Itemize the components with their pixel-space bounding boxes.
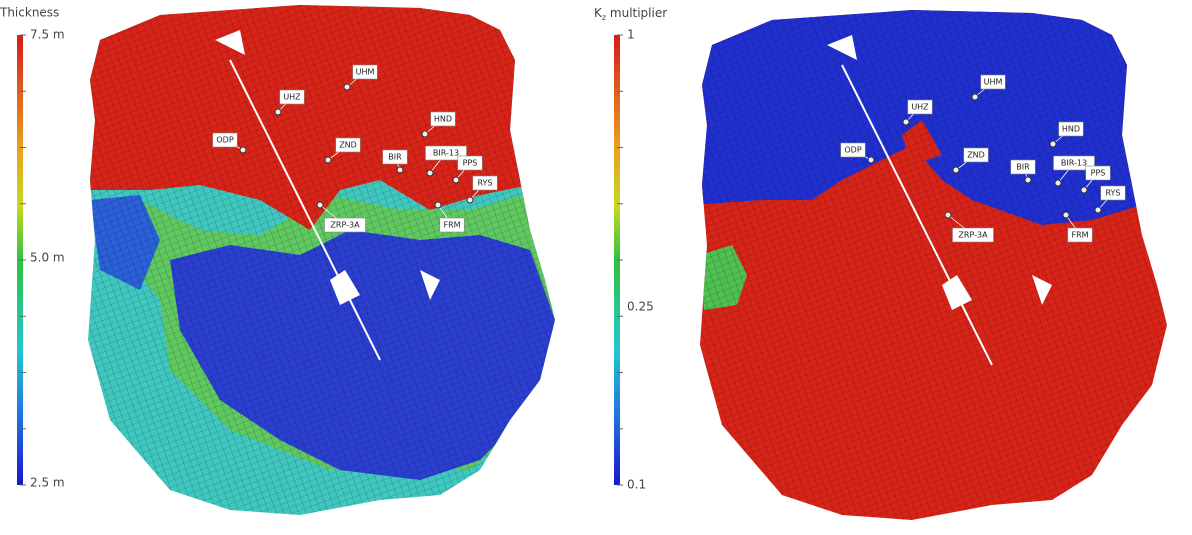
- well-dot: [467, 197, 473, 203]
- well-label: ZRP-3A: [958, 231, 988, 240]
- well-label: ZND: [339, 141, 357, 150]
- figure: Thickness Kz multiplier 7.5 m 5.0 m 2.5 m 1…: [0, 0, 1192, 535]
- colorbar-label: 0.25: [627, 300, 654, 314]
- well-dot: [1050, 141, 1056, 147]
- well-label: ZRP-3A: [330, 221, 360, 230]
- well-dot: [453, 177, 459, 183]
- colorbar-label: 7.5 m: [30, 28, 65, 42]
- well-label: UHZ: [911, 103, 929, 112]
- well-label: RYS: [477, 179, 492, 188]
- well-dot: [240, 147, 246, 153]
- well-dot: [953, 167, 959, 173]
- well-dot: [1055, 180, 1061, 186]
- well-label: UHM: [356, 68, 375, 77]
- well-dot: [325, 157, 331, 163]
- well-dot: [435, 202, 441, 208]
- well-dot: [1081, 187, 1087, 193]
- well-label: ZND: [967, 151, 985, 160]
- colorbar-label: 2.5 m: [30, 476, 65, 490]
- well-label: HND: [434, 115, 452, 124]
- colorbar-title: Thickness: [0, 6, 59, 20]
- well-dot: [903, 119, 909, 125]
- well-dot: [397, 167, 403, 173]
- well-label: UHZ: [283, 93, 301, 102]
- well-label: BIR: [1016, 163, 1030, 172]
- well-dot: [317, 202, 323, 208]
- well-label: BIR-13: [433, 149, 459, 158]
- well-dot: [422, 131, 428, 137]
- well-label: ODP: [844, 146, 861, 155]
- well-label: BIR: [388, 153, 402, 162]
- well-label: ODP: [216, 136, 233, 145]
- well-label: PPS: [1091, 169, 1106, 178]
- well-label: HND: [1062, 125, 1080, 134]
- well-dot: [868, 157, 874, 163]
- colorbar-label: 0.1: [627, 478, 646, 492]
- colorbar-title: Kz multiplier: [594, 6, 667, 22]
- well-dot: [344, 84, 350, 90]
- well-label: UHM: [984, 78, 1003, 87]
- well-label: PPS: [463, 159, 478, 168]
- colorbar-label: 5.0 m: [30, 251, 65, 265]
- well-dot: [275, 109, 281, 115]
- well-label: RYS: [1105, 189, 1120, 198]
- well-label: BIR-13: [1061, 159, 1087, 168]
- well-dot: [945, 212, 951, 218]
- well-dot: [1025, 177, 1031, 183]
- well-label: FRM: [1071, 231, 1088, 240]
- kz-map: [692, 5, 1172, 525]
- colorbar-label: 1: [627, 28, 635, 42]
- well-label: FRM: [443, 221, 460, 230]
- well-dot: [972, 94, 978, 100]
- thickness-map: [80, 0, 560, 520]
- well-dot: [1063, 212, 1069, 218]
- well-dot: [427, 170, 433, 176]
- well-dot: [1095, 207, 1101, 213]
